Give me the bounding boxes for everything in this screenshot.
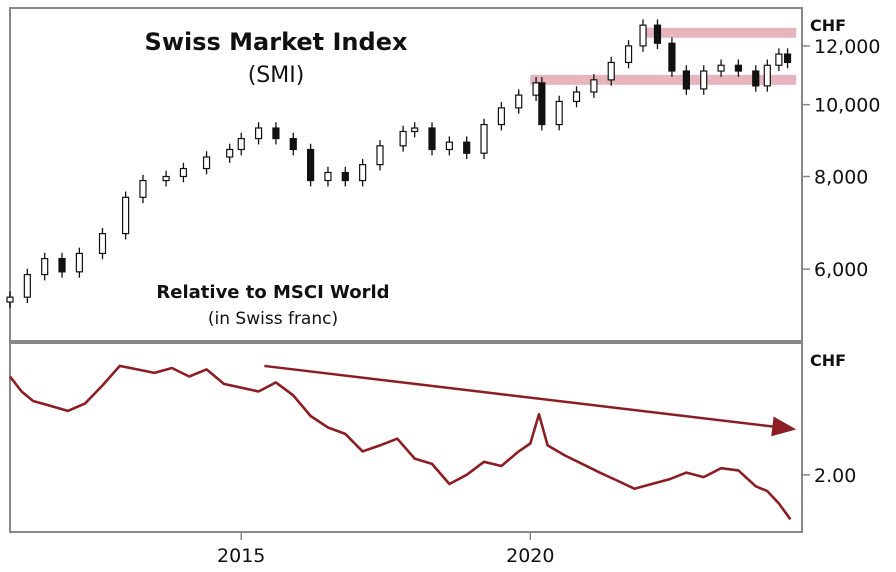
lower-chart-title: Relative to MSCI World <box>156 282 389 303</box>
smi-candles <box>6 19 792 308</box>
candle-28 <box>515 89 523 114</box>
candle-35 <box>624 40 633 69</box>
candle-22 <box>411 122 419 138</box>
candle-44 <box>763 59 771 92</box>
candle-18 <box>341 166 349 187</box>
upper-chart-title: Swiss Market Index <box>145 28 408 56</box>
relative-line-group <box>8 364 792 521</box>
lower-y-tick-label-0: 2.00 <box>814 465 856 487</box>
resistance-bands <box>530 27 797 85</box>
upper-unit-label: CHF <box>810 16 846 35</box>
candle-34 <box>607 56 615 86</box>
candle-42 <box>734 59 743 77</box>
trend-arrow-shaft <box>264 364 773 428</box>
candle-45 <box>775 48 783 72</box>
upper-y-tick-label-2: 8,000 <box>814 167 868 189</box>
upper-chart-subtitle: (SMI) <box>248 63 305 88</box>
relative-line <box>8 364 792 521</box>
candle-3 <box>58 252 66 278</box>
candle-8 <box>162 170 170 187</box>
candle-46 <box>783 48 792 69</box>
candle-9 <box>179 162 188 183</box>
candle-23 <box>428 122 436 156</box>
candle-25 <box>463 136 471 160</box>
candle-20 <box>376 140 384 171</box>
candle-11 <box>226 143 234 163</box>
trend-arrow <box>264 364 797 437</box>
candle-24 <box>445 136 453 156</box>
upper-y-tick-label-3: 6,000 <box>814 259 868 281</box>
candle-41 <box>717 59 725 77</box>
candle-4 <box>75 247 83 278</box>
candle-37 <box>653 19 662 50</box>
candle-39 <box>682 65 690 95</box>
candle-6 <box>122 191 130 240</box>
upper-y-axis: 12,000 10,000 8,000 6,000 <box>802 36 880 281</box>
candle-17 <box>324 166 332 187</box>
candle-12 <box>237 132 245 156</box>
candle-19 <box>359 158 367 187</box>
candle-13 <box>254 122 263 145</box>
lower-y-axis: 2.00 <box>802 465 856 487</box>
upper-y-tick-label-1: 10,000 <box>814 95 880 117</box>
candle-33 <box>590 74 598 98</box>
candle-31 <box>555 95 563 131</box>
candle-1 <box>23 268 31 304</box>
x-tick-label-1: 2020 <box>506 545 554 567</box>
candle-32 <box>572 86 581 108</box>
candle-36 <box>639 19 647 52</box>
x-tick-label-0: 2015 <box>217 545 265 567</box>
candle-21 <box>399 125 407 152</box>
candle-2 <box>41 252 49 281</box>
candle-10 <box>202 151 211 175</box>
lower-unit-label: CHF <box>810 351 846 370</box>
candle-30 <box>538 77 546 131</box>
resistance-band-1 <box>640 27 797 38</box>
candle-27 <box>497 102 505 131</box>
candle-15 <box>289 132 297 156</box>
candle-0 <box>6 291 14 308</box>
candle-5 <box>98 227 107 260</box>
candle-26 <box>480 118 488 160</box>
candle-16 <box>307 143 315 187</box>
candle-43 <box>752 65 760 92</box>
candle-14 <box>272 122 280 145</box>
trend-arrow-head <box>771 416 797 437</box>
upper-y-tick-label-0: 12,000 <box>814 36 880 58</box>
lower-chart-subtitle: (in Swiss franc) <box>208 309 338 329</box>
x-axis: 2015 2020 <box>217 532 554 567</box>
upper-panel-frame <box>9 7 803 342</box>
lower-panel-frame <box>9 342 803 533</box>
candle-38 <box>668 37 676 77</box>
candle-7 <box>139 174 147 204</box>
resistance-band-0 <box>530 74 797 85</box>
candle-40 <box>700 65 708 95</box>
